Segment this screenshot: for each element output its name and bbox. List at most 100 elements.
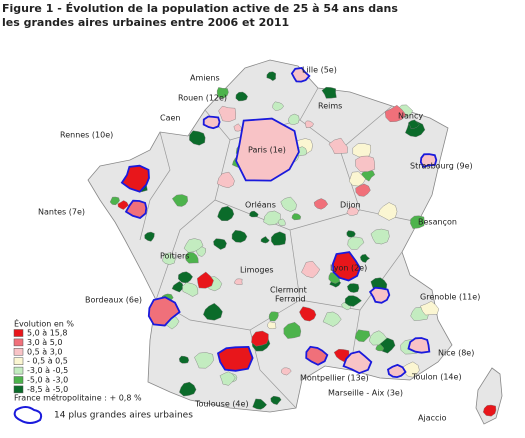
major-urban-area <box>147 296 181 327</box>
urban-area <box>375 344 385 352</box>
legend-outline-label: 14 plus grandes aires urbaines <box>54 411 193 421</box>
legend-swatch <box>13 366 24 375</box>
urban-area <box>313 198 329 210</box>
city-label: Clermont <box>270 286 307 295</box>
urban-area <box>197 271 214 289</box>
urban-area <box>260 236 270 244</box>
urban-area <box>348 171 366 187</box>
urban-area <box>178 355 190 364</box>
major-urban-area <box>235 117 300 182</box>
legend-label: - 0,5 à 0,5 <box>27 357 68 366</box>
urban-area <box>291 213 302 221</box>
urban-area <box>231 230 248 243</box>
city-label: Montpellier (13e) <box>300 374 369 383</box>
urban-area <box>281 367 292 376</box>
city-label: Grenoble (11e) <box>420 293 480 302</box>
urban-area <box>283 322 302 339</box>
urban-area <box>218 105 237 122</box>
city-label: Besançon <box>418 218 457 227</box>
legend-swatch <box>13 385 24 394</box>
urban-area <box>268 311 279 322</box>
legend-label: 3,0 à 5,0 <box>27 338 62 347</box>
legend-swatch <box>13 376 24 384</box>
urban-area <box>301 260 321 279</box>
city-label: Strasbourg (9e) <box>410 162 473 171</box>
urban-area <box>217 206 235 222</box>
urban-area <box>328 137 348 155</box>
urban-area <box>271 231 287 246</box>
city-label: Amiens <box>190 74 220 83</box>
city-label: Poitiers <box>160 252 189 261</box>
urban-area <box>216 87 229 99</box>
urban-area <box>407 119 420 129</box>
urban-area <box>377 202 398 221</box>
legend-label: -5,0 à -3,0 <box>27 376 68 385</box>
urban-area <box>280 196 297 212</box>
legend-title: Évolution en % <box>14 318 74 329</box>
legend-swatch <box>13 329 24 337</box>
city-label: Nantes (7e) <box>38 208 85 217</box>
urban-area <box>189 130 206 146</box>
legend-note: France métropolitaine : + 0,8 % <box>14 393 142 403</box>
urban-area <box>219 371 236 386</box>
city-label: Reims <box>318 102 342 111</box>
city-label: Marseille - Aix (3e) <box>328 389 403 398</box>
major-urban-area <box>120 164 150 193</box>
urban-area <box>272 101 284 111</box>
legend-outline-icon <box>13 406 43 424</box>
urban-area <box>368 330 387 346</box>
urban-area <box>194 352 214 369</box>
urban-area <box>277 218 286 226</box>
legend-swatch <box>13 348 24 356</box>
city-label: Ferrand <box>275 295 306 304</box>
urban-area <box>171 281 184 293</box>
title-line: les grandes aires urbaines entre 2006 et… <box>2 16 289 29</box>
city-label: Nice (8e) <box>438 349 474 358</box>
city-label: Toulon (14e) <box>411 373 462 382</box>
city-label: Bordeaux (6e) <box>85 296 142 305</box>
legend-label: -8,5 à -5,0 <box>27 385 68 394</box>
city-label: Paris (1e) <box>248 146 286 155</box>
urban-area <box>482 404 497 417</box>
urban-area <box>360 254 371 263</box>
urban-area <box>234 278 243 285</box>
urban-area <box>288 113 300 125</box>
urban-area <box>355 155 376 172</box>
city-label: Ajaccio <box>418 414 447 423</box>
urban-area <box>266 71 277 82</box>
major-urban-area <box>407 337 431 354</box>
urban-area <box>410 215 425 229</box>
urban-area <box>216 171 235 189</box>
urban-area <box>179 381 197 397</box>
urban-area <box>370 228 390 245</box>
major-urban-area <box>368 286 391 304</box>
urban-area <box>249 210 259 218</box>
urban-area <box>233 123 242 132</box>
major-urban-area <box>331 251 361 282</box>
urban-area <box>347 283 360 293</box>
city-label: Toulouse (4e) <box>194 400 249 409</box>
legend-label: 0,5 à 3,0 <box>27 347 62 356</box>
major-urban-area <box>290 67 311 83</box>
urban-area <box>117 200 129 210</box>
region-borders <box>139 87 419 409</box>
city-label: Rennes (10e) <box>60 131 113 140</box>
major-urban-area <box>419 153 438 168</box>
urban-area <box>299 306 317 322</box>
urban-area <box>144 231 155 242</box>
urban-area <box>162 252 176 265</box>
city-label: Caen <box>160 114 180 123</box>
urban-area <box>213 238 227 250</box>
major-urban-area <box>216 345 254 372</box>
city-label: Rouen (12e) <box>178 94 227 103</box>
major-urban-area <box>342 350 373 375</box>
urban-area <box>235 91 248 102</box>
urban-area <box>270 395 282 405</box>
urban-area <box>263 210 281 226</box>
city-label: Dijon <box>340 201 361 210</box>
urban-area <box>354 329 371 342</box>
major-urban-area <box>202 115 221 130</box>
major-urban-area <box>386 363 407 379</box>
city-label: Lille (5e) <box>302 66 337 75</box>
